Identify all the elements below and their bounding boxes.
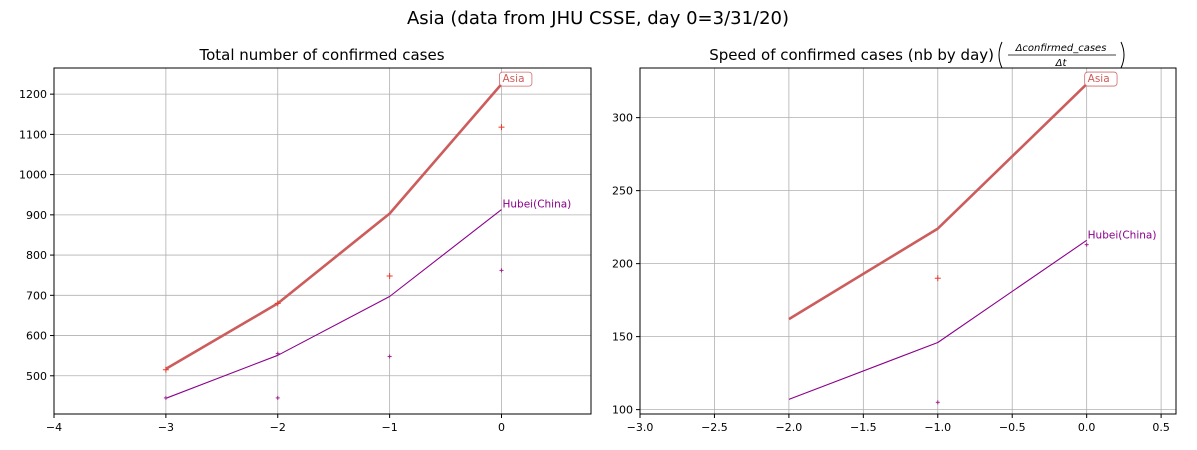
series-label-hubei-china-: Hubei(China) — [1088, 229, 1157, 241]
chart-title-speed: Speed of confirmed cases (nb by day) — [709, 46, 994, 64]
data-point-marker — [1084, 242, 1089, 247]
series-label-hubei-china-: Hubei(China) — [503, 199, 572, 211]
formula-denominator: Δt — [1055, 58, 1068, 69]
data-point-marker — [274, 300, 281, 307]
plot-frame — [639, 67, 1177, 415]
series-line-hubei-china- — [788, 239, 1088, 400]
series-line-asia — [788, 83, 1088, 321]
y-tick-label: 1200 — [19, 88, 47, 101]
chart-panel-speed: Speed of confirmed cases (nb by day) Δco… — [612, 41, 1177, 434]
x-tick-label: −0.5 — [999, 421, 1026, 434]
x-tick-label: 0.0 — [1078, 421, 1096, 434]
series-label-box — [499, 71, 533, 87]
series-label-asia: Asia — [1088, 73, 1110, 85]
x-tick-label: 0.5 — [1152, 421, 1170, 434]
y-tick-label: 100 — [612, 404, 633, 417]
y-tick-label: 150 — [612, 331, 633, 344]
data-point-marker — [934, 275, 941, 282]
chart-panel-total-cases: Total number of confirmed cases Asia Hube… — [19, 46, 592, 434]
data-point-marker — [275, 395, 280, 400]
data-point-marker — [162, 366, 169, 373]
data-point-marker — [163, 395, 168, 400]
x-tick-label: −1.5 — [850, 421, 877, 434]
y-tick-label: 300 — [612, 112, 633, 125]
x-tick-label: −1.0 — [924, 421, 951, 434]
plot-frame — [53, 67, 592, 415]
chart-title-total-cases: Total number of confirmed cases — [198, 46, 444, 64]
series-label-asia: Asia — [503, 73, 525, 85]
x-tick-label: −3 — [158, 421, 174, 434]
data-point-marker — [275, 351, 280, 356]
figure-title: Asia (data from JHU CSSE, day 0=3/31/20) — [407, 8, 789, 29]
title-formula: Δconfirmed_cases Δt — [998, 41, 1125, 69]
series-label-box — [1084, 71, 1118, 87]
x-tick-label: −1 — [382, 421, 398, 434]
formula-numerator: Δconfirmed_cases — [1015, 43, 1107, 54]
data-point-marker — [387, 354, 392, 359]
x-tick-label: 0 — [498, 421, 505, 434]
y-tick-label: 1000 — [19, 169, 47, 182]
data-point-marker — [498, 124, 505, 131]
y-tick-label: 900 — [26, 209, 47, 222]
y-tick-label: 1100 — [19, 128, 47, 141]
x-tick-label: −2.5 — [701, 421, 728, 434]
y-tick-label: 500 — [26, 370, 47, 383]
series-line-hubei-china- — [165, 209, 502, 399]
x-tick-label: −2.0 — [776, 421, 803, 434]
x-tick-label: −3.0 — [627, 421, 654, 434]
data-point-marker — [386, 273, 393, 280]
y-tick-label: 200 — [612, 258, 633, 271]
y-tick-label: 800 — [26, 249, 47, 262]
y-tick-label: 250 — [612, 185, 633, 198]
x-tick-label: −4 — [46, 421, 62, 434]
series-line-asia — [165, 83, 503, 371]
formula-left-paren — [998, 41, 1003, 69]
x-tick-label: −2 — [270, 421, 286, 434]
data-point-marker — [499, 268, 504, 273]
data-point-marker — [935, 400, 940, 405]
y-tick-label: 700 — [26, 289, 47, 302]
formula-right-paren — [1120, 41, 1125, 69]
y-tick-label: 600 — [26, 330, 47, 343]
